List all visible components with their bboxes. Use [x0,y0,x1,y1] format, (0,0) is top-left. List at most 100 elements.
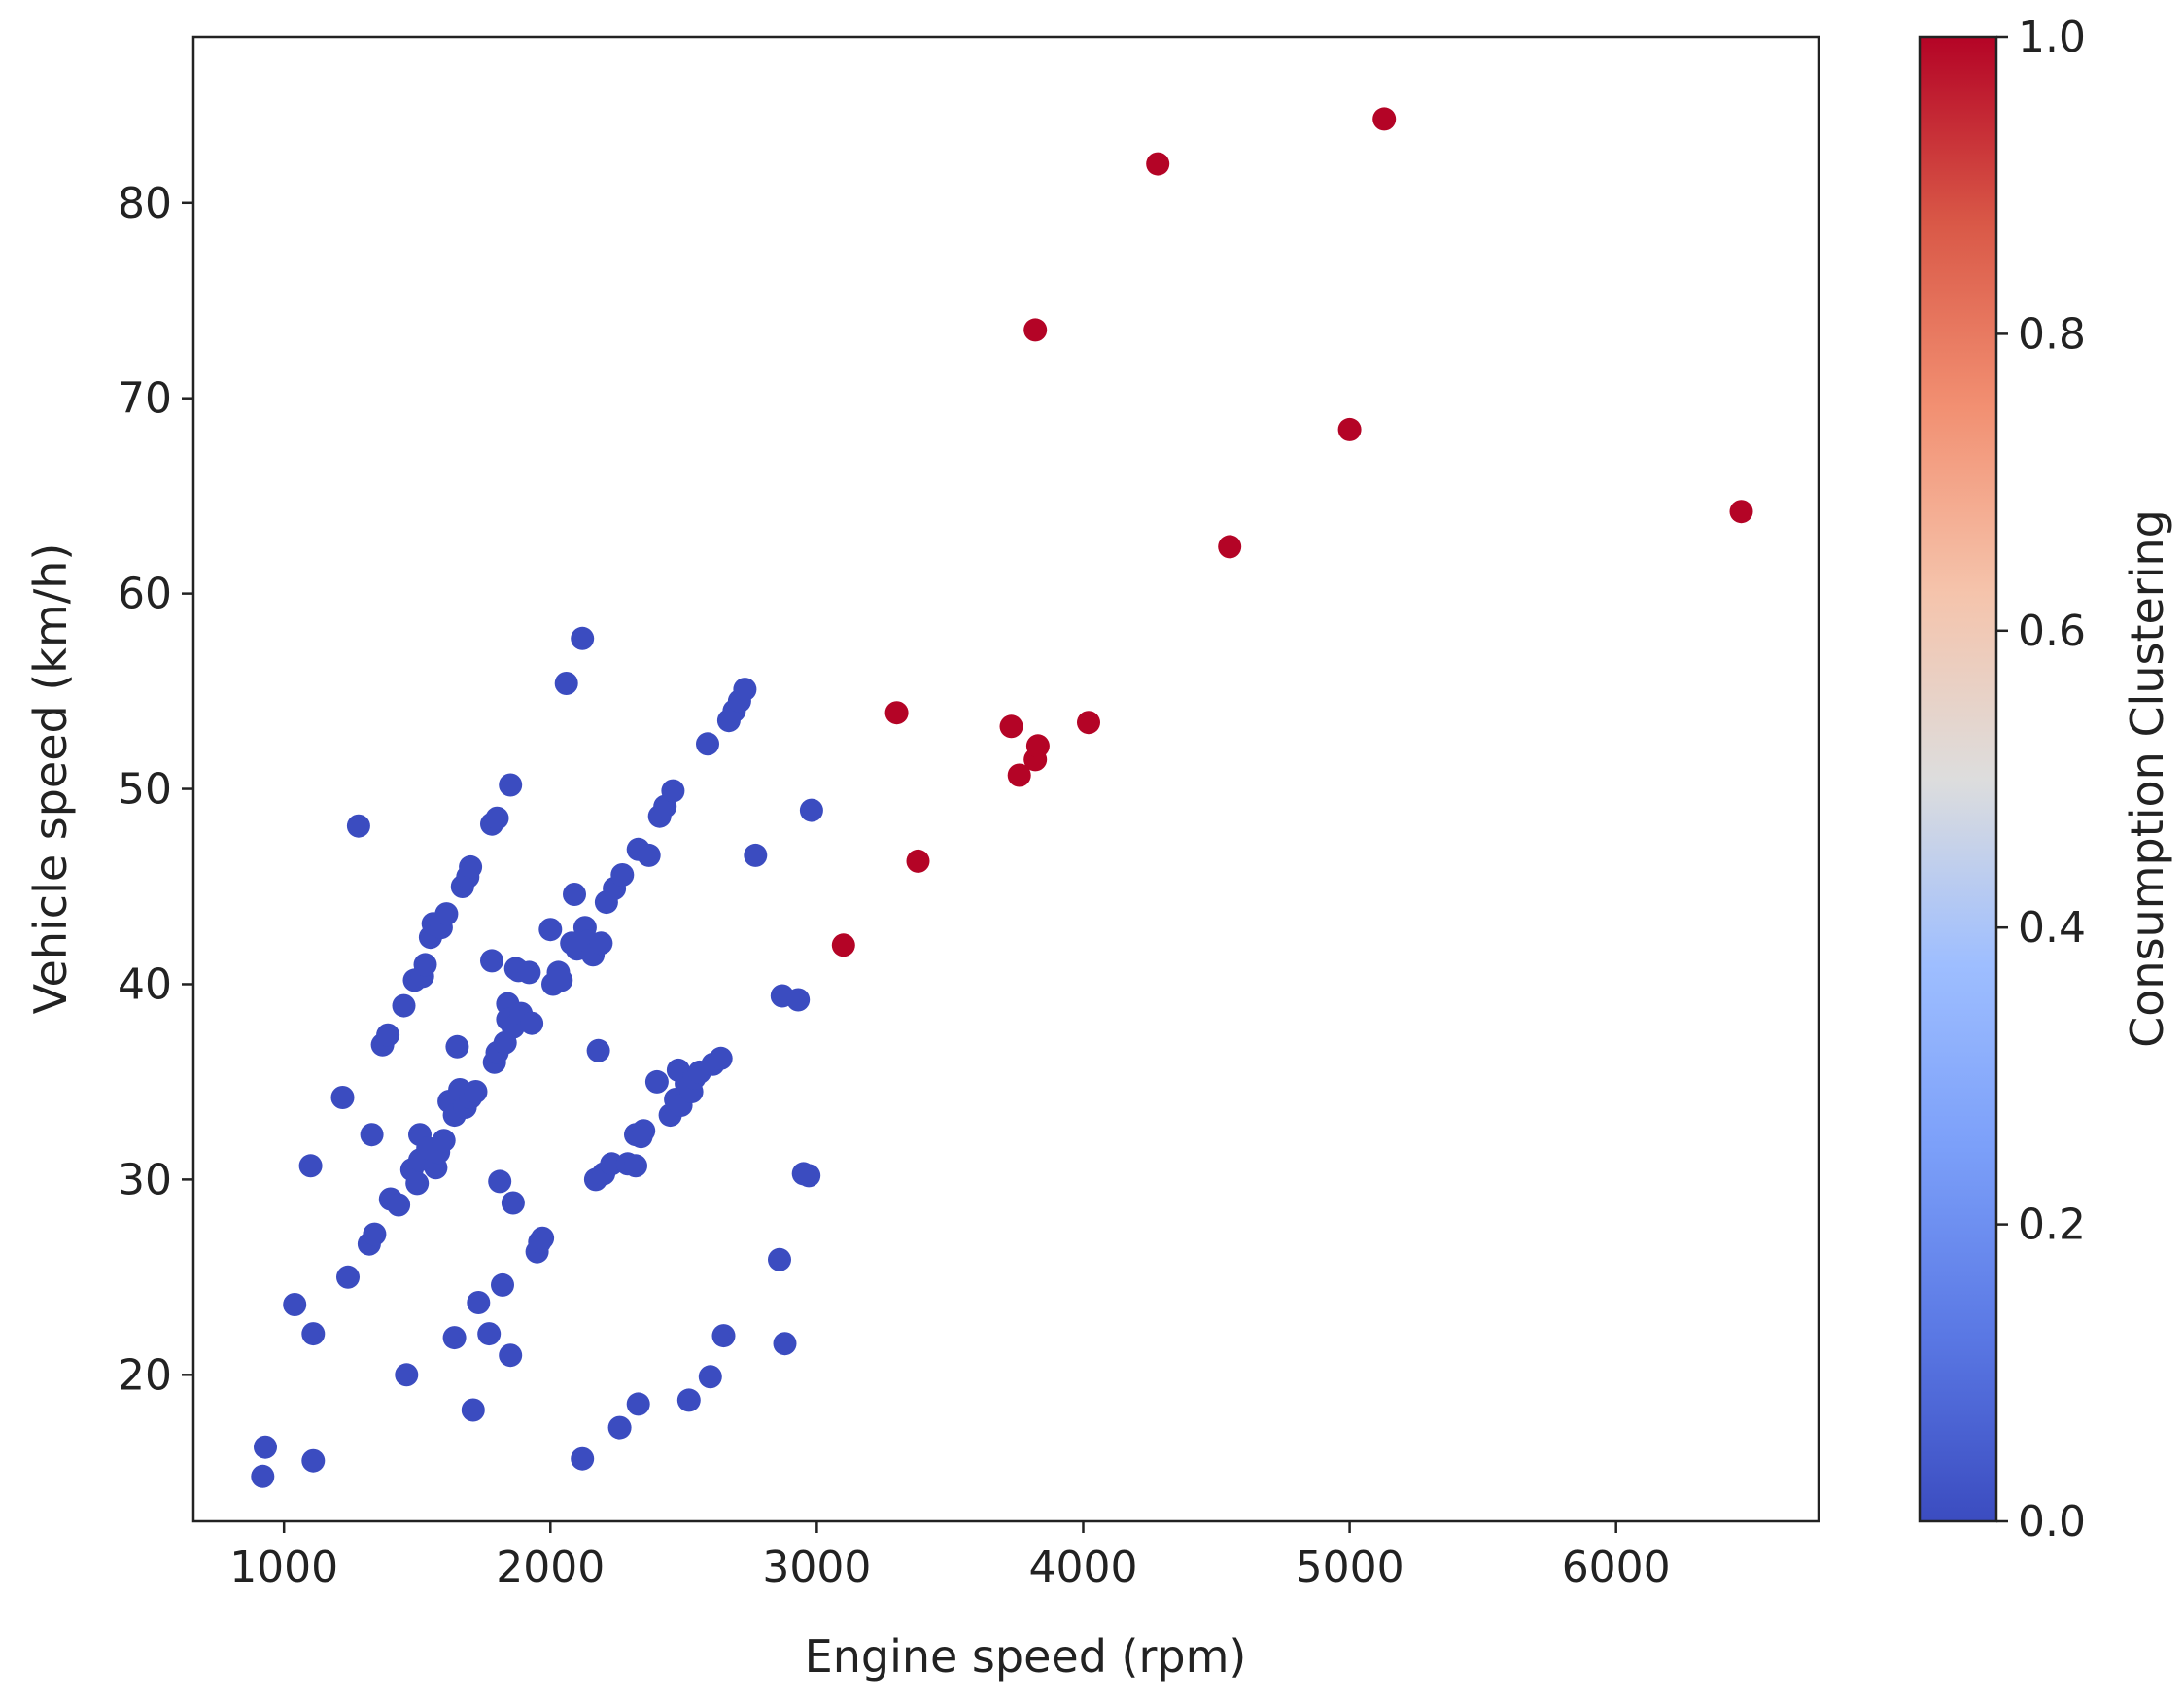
y-axis-title: Vehicle speed (km/h) [24,543,77,1015]
x-tick-label: 6000 [1562,1543,1671,1592]
data-point [884,701,909,725]
data-point [768,1247,791,1271]
colorbar-tick-label: 0.8 [2018,309,2086,359]
data-point [1007,763,1031,787]
y-tick-label: 80 [118,179,172,228]
data-point [360,1123,384,1147]
data-point [376,1023,400,1047]
data-point [626,1392,650,1416]
data-point [571,1446,595,1471]
y-tick-label: 40 [118,959,172,1009]
data-point [600,1152,624,1176]
data-point [283,1293,307,1316]
data-point [610,863,635,887]
data-point [346,814,370,838]
colorbar-axis: 0.0 0.2 0.4 0.6 0.8 1.0 [1996,13,2086,1547]
data-point [517,960,541,985]
data-point [1077,711,1100,735]
y-tick-label: 60 [118,570,172,619]
colorbar [1918,35,1998,1523]
data-point [488,1169,512,1194]
data-point [696,732,719,756]
data-point [442,1326,467,1350]
data-point [637,843,661,867]
data-point [549,968,573,992]
y-tick-label: 30 [118,1155,172,1204]
data-point [477,1322,502,1346]
data-point [773,1332,797,1356]
data-point [434,902,459,926]
data-point [1729,500,1753,524]
plot-frame [191,35,1820,1523]
y-tick-label: 50 [118,765,172,815]
data-point [459,854,483,879]
data-point [501,1191,525,1215]
colorbar-tick-label: 1.0 [2018,13,2086,62]
colorbar-tick-label: 0.0 [2018,1497,2086,1547]
plot-area [193,37,1819,1521]
data-point [531,1226,555,1250]
data-point [1023,318,1048,342]
data-point [251,1464,275,1488]
data-point [607,1415,632,1440]
y-axis: 20 30 40 50 60 70 80 [118,179,193,1400]
data-point [301,1448,326,1473]
data-point [363,1222,387,1246]
data-point [831,933,855,957]
data-point [571,626,595,650]
data-point [733,678,757,702]
y-tick-label: 20 [118,1350,172,1400]
data-point [644,1069,669,1094]
x-tick-label: 4000 [1028,1543,1137,1592]
data-point [432,1129,456,1153]
x-tick-label: 2000 [496,1543,605,1592]
data-point [906,849,930,873]
data-point [554,672,578,695]
x-axis-title: Engine speed (rpm) [805,1630,1247,1683]
data-point [301,1322,326,1346]
data-point [538,918,563,942]
data-point [586,1038,610,1062]
data-point [480,949,503,973]
data-point [413,953,437,977]
x-tick-label: 5000 [1296,1543,1404,1592]
data-point [461,1398,485,1422]
data-point [632,1119,656,1143]
data-point [395,1363,419,1387]
data-point [392,993,416,1018]
data-point [298,1154,323,1178]
data-point [797,1164,821,1188]
data-point [405,1171,430,1196]
data-point [336,1265,360,1289]
x-tick-label: 3000 [762,1543,871,1592]
data-point [799,798,823,822]
data-point [491,1272,514,1297]
data-point [1337,417,1362,441]
data-point [698,1365,722,1389]
colorbar-tick-label: 0.4 [2018,903,2086,953]
x-tick-label: 1000 [229,1543,338,1592]
data-points [251,107,1753,1488]
data-point [464,1080,488,1103]
data-point [1372,107,1397,131]
data-point [624,1154,647,1178]
data-point [1025,734,1050,758]
data-point [387,1193,411,1217]
colorbar-tick-label: 0.6 [2018,607,2086,656]
colorbar-title: Consumption Clustering [2121,509,2173,1048]
data-point [563,883,586,906]
y-tick-label: 70 [118,374,172,424]
data-point [520,1011,544,1035]
data-point [744,843,768,867]
x-axis: 1000 2000 3000 4000 5000 6000 [229,1521,1671,1592]
data-point [786,988,811,1012]
data-point [467,1291,491,1314]
data-point [1146,152,1170,176]
data-point [661,779,685,803]
data-point [1218,535,1242,559]
data-point [711,1324,736,1348]
data-point [485,806,509,830]
data-point [589,931,613,956]
data-point [709,1046,733,1070]
